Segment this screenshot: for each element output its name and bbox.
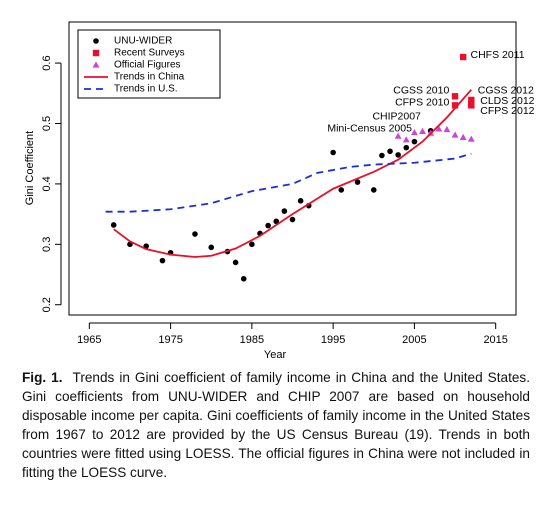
- point: [394, 132, 402, 139]
- point: [443, 125, 451, 133]
- point: [451, 102, 459, 109]
- point: [338, 187, 345, 193]
- y-tick-label: 0.3: [41, 237, 53, 252]
- annotation: CGSS 2010: [393, 85, 449, 97]
- point: [468, 102, 475, 109]
- x-tick-label: 1965: [77, 334, 101, 346]
- caption-label: Fig. 1.: [22, 370, 63, 385]
- point: [265, 222, 271, 229]
- y-tick-label: 0.5: [41, 116, 53, 131]
- point: [451, 131, 459, 138]
- point: [459, 53, 467, 61]
- legend-label: Official Figures: [114, 60, 181, 71]
- y-tick-label: 0.6: [41, 55, 53, 70]
- point: [402, 136, 410, 143]
- legend-label: Trends in China: [114, 72, 185, 83]
- trend-line: [113, 89, 472, 258]
- annotation: CGSS 2012: [478, 85, 534, 97]
- point: [411, 128, 418, 136]
- legend-label: UNU-WIDER: [114, 36, 172, 47]
- legend-swatch: [92, 49, 100, 57]
- x-tick-label: 2005: [402, 334, 426, 346]
- trend-line: [105, 152, 472, 213]
- legend-swatch: [92, 61, 100, 68]
- chart: Year Gini Coefficient 1965 1975 1985 1995 20…: [24, 21, 535, 360]
- x-axis-label: Year: [264, 349, 287, 360]
- point: [330, 149, 336, 156]
- point: [192, 231, 198, 237]
- annotation: CFPS 2010: [395, 97, 449, 109]
- point: [240, 275, 247, 282]
- x-tick-label: 1995: [321, 334, 345, 346]
- point: [370, 187, 377, 193]
- point: [289, 216, 296, 223]
- y-tick-label: 0.4: [41, 176, 53, 191]
- caption-text: Trends in Gini coefficient of family inc…: [22, 370, 530, 480]
- point: [468, 96, 475, 104]
- point: [354, 179, 361, 185]
- point: [411, 138, 418, 145]
- annotation: CHIP2007: [372, 111, 421, 123]
- legend-label: Recent Surveys: [114, 48, 185, 59]
- annotation: CFPS 2012: [480, 105, 534, 117]
- point: [273, 218, 280, 225]
- point: [297, 198, 304, 204]
- x-tick-label: 1985: [240, 334, 264, 346]
- point: [249, 241, 255, 248]
- point: [459, 133, 467, 140]
- point: [379, 152, 385, 159]
- caption: Fig. 1. Trends in Gini coefficient of fa…: [22, 368, 530, 482]
- point: [435, 125, 443, 132]
- y-axis-label: Gini Coefficient: [24, 131, 36, 205]
- point: [387, 148, 393, 155]
- point: [403, 144, 410, 151]
- annotation: Mini-Census 2005: [327, 123, 412, 135]
- plot-frame: [68, 21, 517, 316]
- point: [281, 208, 288, 214]
- point: [419, 127, 426, 134]
- annotation: CLDS 2012: [480, 95, 534, 107]
- x-tick-label: 2015: [483, 334, 507, 346]
- legend-label: Trends in U.S.: [114, 84, 178, 95]
- point: [110, 222, 117, 228]
- point: [159, 257, 166, 264]
- point: [467, 135, 475, 142]
- point: [208, 244, 215, 251]
- x-tick-label: 1975: [158, 334, 182, 346]
- point: [232, 259, 239, 266]
- y-tick-label: 0.2: [41, 297, 53, 312]
- point: [451, 93, 459, 100]
- point: [395, 152, 401, 158]
- annotation: CHFS 2011: [470, 49, 524, 61]
- legend-box: [77, 29, 221, 99]
- legend-swatch: [93, 38, 99, 44]
